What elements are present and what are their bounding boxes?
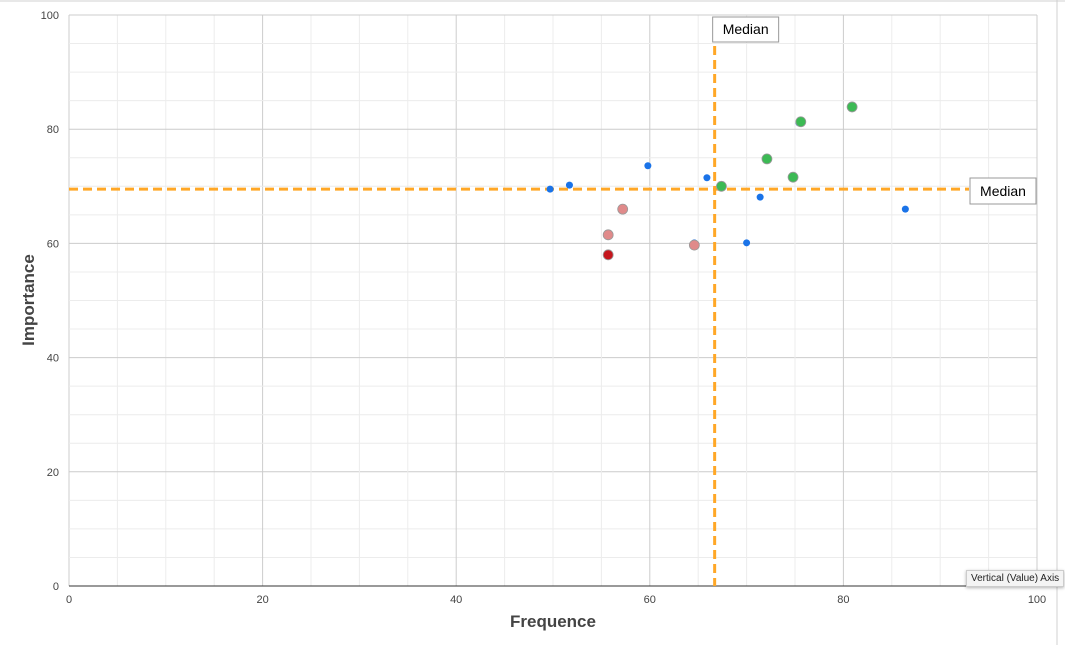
pink-data-point <box>617 203 629 215</box>
median-horizontal-label: Median <box>980 183 1026 199</box>
median-vertical-label-box <box>712 16 780 43</box>
x-axis-title: Frequence <box>510 612 596 631</box>
pink-data-point <box>688 239 700 251</box>
y-tick-label: 100 <box>41 10 59 22</box>
blue-data-point <box>565 181 573 189</box>
median-horizontal-label-box <box>969 177 1037 205</box>
x-tick-label: 100 <box>1028 594 1046 606</box>
green-data-point <box>787 171 799 183</box>
median-vertical-label: Median <box>723 21 769 37</box>
axis-tooltip: Vertical (Value) Axis <box>966 570 1065 587</box>
x-tick-label: 80 <box>837 594 849 606</box>
y-tick-label: 40 <box>47 353 59 365</box>
green-data-point <box>846 101 858 113</box>
blue-data-point <box>743 239 751 247</box>
blue-data-point <box>901 205 909 213</box>
blue-data-point <box>756 193 764 201</box>
x-tick-label: 0 <box>66 594 72 606</box>
red-data-point <box>602 249 614 261</box>
blue-data-point <box>644 162 652 170</box>
pink-data-point <box>602 229 614 241</box>
blue-data-point <box>546 185 554 193</box>
blue-data-point <box>703 174 711 182</box>
x-tick-label: 40 <box>450 594 462 606</box>
x-tick-label: 20 <box>256 594 268 606</box>
green-data-point <box>761 153 773 165</box>
green-data-point <box>795 116 807 128</box>
y-tick-label: 60 <box>47 238 59 250</box>
y-tick-label: 0 <box>53 581 59 593</box>
x-tick-label: 60 <box>644 594 656 606</box>
y-tick-label: 20 <box>47 467 59 479</box>
y-tick-label: 80 <box>47 124 59 136</box>
green-data-point <box>716 180 727 192</box>
y-axis-title: Importance <box>19 254 38 346</box>
